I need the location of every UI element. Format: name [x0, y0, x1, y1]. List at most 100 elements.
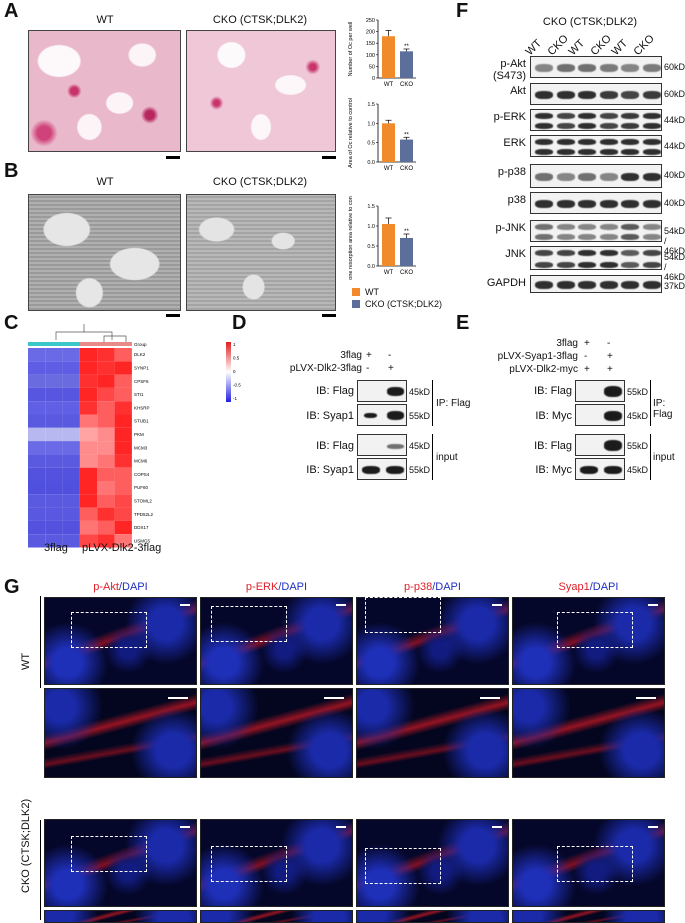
column-header: p-p38/DAPI	[404, 581, 461, 593]
legend-label: WT	[365, 287, 379, 297]
heatmap-cell	[114, 454, 132, 468]
stain-name: DAPI	[281, 581, 308, 593]
blot-row-label: p38	[507, 194, 526, 206]
gene-label: CPSF6	[134, 379, 149, 384]
gene-label: MCM6	[134, 459, 148, 464]
y-axis-label: Bone resorption area relative to control	[348, 196, 354, 280]
heatmap-cell	[28, 361, 46, 375]
heatmap-cell	[45, 481, 63, 495]
treatment-label: 3flag	[556, 338, 578, 349]
image-label-wt: WT	[96, 14, 114, 26]
heatmap-xlabel-3flag: 3flag	[44, 542, 68, 554]
heatmap-cell	[62, 387, 80, 402]
blot-strip	[357, 434, 407, 456]
scale-bar	[322, 314, 336, 317]
scale-bar	[492, 826, 502, 828]
gene-label: USMG5	[134, 538, 151, 543]
blot-band	[599, 91, 618, 99]
y-tick-label: 0.0	[367, 160, 375, 166]
blot-band	[599, 234, 618, 240]
zoom-image	[200, 688, 353, 778]
heatmap-cell	[80, 361, 98, 375]
blot-band	[642, 64, 661, 72]
zoom-region-box	[365, 597, 441, 633]
gene-label: COPS4	[134, 472, 150, 477]
legend: WT CKO (CTSK;DLK2)	[352, 286, 442, 310]
blot-band	[556, 262, 575, 268]
row-bracket	[40, 596, 41, 688]
heatmap-cell	[114, 441, 132, 455]
heatmap-cell	[114, 361, 132, 375]
heatmap-cell	[45, 348, 63, 362]
kd-label: 55kD	[409, 411, 431, 421]
legend-item-wt: WT	[352, 286, 442, 298]
blot-band	[535, 91, 553, 99]
group-bar-dlk2	[80, 342, 132, 346]
blot-band	[642, 262, 661, 268]
blot-band	[578, 91, 596, 99]
heatmap-cell	[80, 520, 98, 535]
blot-strip	[530, 246, 662, 270]
row-label-wt: WT	[20, 652, 32, 670]
heatmap-cell	[80, 348, 98, 362]
kd-label: 55kD	[627, 387, 649, 397]
heatmap-cell	[97, 427, 115, 442]
blot-strip	[575, 380, 625, 402]
blot-band	[621, 250, 639, 256]
panel-label-d: D	[232, 312, 247, 334]
heatmap-cell	[97, 534, 115, 548]
blot-band	[621, 281, 639, 289]
zoom-image	[44, 688, 197, 778]
blot-band	[621, 139, 639, 145]
y-tick-label: 1.5	[367, 204, 375, 210]
heatmap-cell	[45, 427, 63, 442]
blot-row-label: p-JNK	[495, 222, 526, 234]
significance-marker: **	[404, 44, 409, 50]
blot-band	[556, 149, 575, 155]
blot-band	[556, 113, 575, 119]
blot-strip	[357, 380, 407, 402]
blot-band	[535, 224, 553, 230]
blot-ib-label: IB: Flag	[534, 385, 572, 397]
y-axis-label: Number of Oc per well	[348, 22, 354, 77]
heatmap-cell	[28, 520, 46, 535]
kd-label: 60kD	[664, 89, 685, 99]
blot-band	[535, 234, 553, 240]
heatmap-cell	[62, 361, 80, 375]
blot-band	[621, 91, 639, 99]
row-label-cko: CKO (CTSK;DLK2)	[20, 798, 32, 893]
group-bar-3flag	[28, 342, 80, 346]
heatmap-cell	[45, 374, 63, 388]
heatmap-cell	[62, 427, 80, 442]
blot-ib-label: IB: Flag	[316, 440, 354, 452]
x-tick-label: WT	[384, 270, 394, 276]
blot-band	[599, 173, 618, 181]
legend-swatch	[352, 288, 360, 296]
color-scale-label: -0.5	[233, 383, 241, 388]
blot-row-label: p-ERK	[493, 111, 526, 123]
heatmap-cell	[114, 374, 132, 388]
bar-cko	[400, 139, 413, 162]
scale-bar	[180, 826, 190, 828]
zoom-region-box	[211, 606, 287, 642]
heatmap-cell	[28, 427, 46, 442]
chart-bone-resorption: 0.0 0.5 1.0 1.5 Bone resorption area relativ…	[348, 196, 416, 280]
legend-label: CKO (CTSK;DLK2)	[365, 299, 443, 309]
marker-name: p-ERK	[245, 581, 279, 593]
treatment-label: pLVX-Syap1-3flag	[497, 351, 578, 362]
kd-label: 54kD / 46kD	[664, 226, 685, 256]
kd-label: 44kD	[664, 141, 685, 151]
gene-label: STOML2	[134, 498, 152, 503]
stain-name: DAPI	[435, 581, 461, 593]
heatmap-cell	[114, 414, 132, 428]
bracket-line	[432, 380, 433, 426]
dendrogram	[55, 324, 127, 342]
blot-row-label: JNK	[505, 248, 526, 260]
gene-label: KHSRP	[134, 405, 150, 410]
y-axis-label: Area of Oc relative to control	[348, 98, 354, 168]
x-tick-label: WT	[384, 82, 394, 88]
significance-marker: **	[404, 132, 409, 138]
panel-label-b: B	[4, 160, 19, 182]
kd-label: 55kD	[627, 441, 649, 451]
lane-label: CKO	[545, 32, 571, 58]
